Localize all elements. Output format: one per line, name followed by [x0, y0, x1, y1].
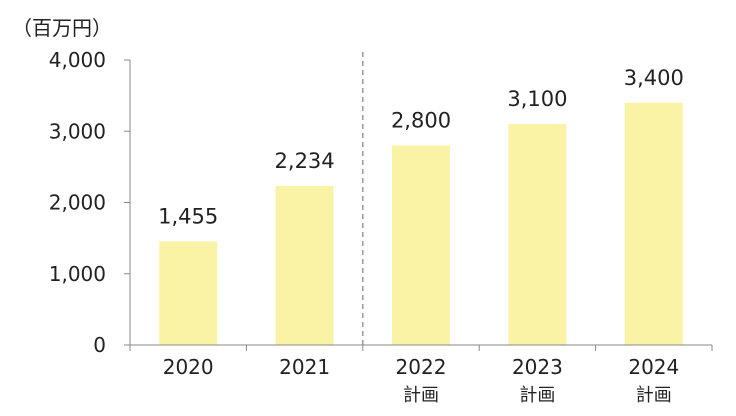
bar-2022	[392, 145, 450, 345]
bar-2021	[275, 185, 334, 345]
data-label-2023: 3,100	[507, 87, 567, 111]
x-tick-label-2022: 2022	[396, 355, 447, 379]
x-sublabel-2024: 計画	[636, 385, 672, 406]
y-tick-label: 3,000	[49, 119, 106, 143]
bars: 1,455 2,234 2,800 3,100 3,400	[158, 66, 684, 345]
y-tick-label: 1,000	[49, 262, 106, 286]
x-tick-label-2020: 2020	[163, 355, 214, 379]
y-tick-label: 4,000	[49, 48, 106, 72]
unit-label: （百万円）	[12, 16, 112, 40]
data-label-2024: 3,400	[624, 66, 684, 90]
bar-2023	[508, 124, 567, 345]
data-label-2020: 1,455	[158, 204, 218, 228]
y-tick-label: 2,000	[49, 191, 106, 215]
y-tick-label: 0	[93, 333, 106, 357]
x-sublabel-2022: 計画	[403, 385, 439, 406]
y-axis: 0 1,000 2,000 3,000 4,000	[49, 48, 131, 357]
x-tick-label-2021: 2021	[279, 355, 330, 379]
x-tick-label-2023: 2023	[512, 355, 563, 379]
bar-2024	[624, 102, 683, 345]
bar-2020	[159, 241, 218, 345]
data-label-2022: 2,800	[391, 109, 451, 133]
x-tick-label-2024: 2024	[628, 355, 679, 379]
x-sublabel-2023: 計画	[519, 385, 555, 406]
x-axis: 2020 2021 2022 計画 2023 計画 2024 計画	[129, 52, 713, 406]
data-label-2021: 2,234	[275, 149, 335, 173]
